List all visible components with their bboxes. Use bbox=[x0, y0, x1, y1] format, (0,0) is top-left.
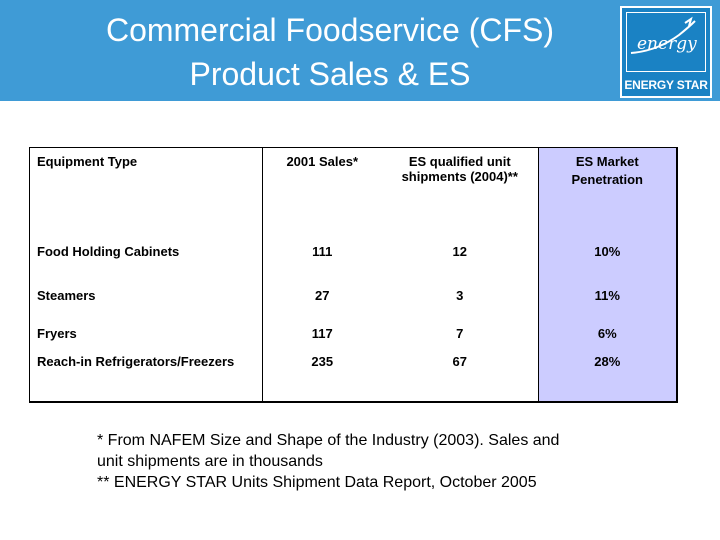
svg-text:energy: energy bbox=[637, 34, 697, 54]
cell-equipment: Reach-in Refrigerators/Freezers bbox=[37, 354, 235, 369]
cell-sales: 111 bbox=[261, 236, 382, 284]
header-equipment-type: Equipment Type bbox=[37, 154, 138, 169]
cell-sales: 117 bbox=[261, 326, 382, 352]
energy-star-emblem-icon: energy bbox=[626, 12, 706, 72]
table-row: Fryers 117 7 6% bbox=[30, 326, 676, 352]
cell-shipments: 7 bbox=[456, 326, 464, 341]
slide-title: Commercial Foodservice (CFS) Product Sal… bbox=[50, 8, 610, 96]
cell-penetration: 6% bbox=[537, 326, 676, 352]
energy-star-logo-text: ENERGY STAR bbox=[624, 78, 708, 92]
header-es-market-penetration: ES Market Penetration bbox=[537, 148, 676, 236]
cell-penetration: 11% bbox=[537, 284, 676, 326]
cell-equipment: Steamers bbox=[37, 288, 96, 303]
table-row: Steamers 27 3 11% bbox=[30, 284, 676, 326]
cell-penetration: 10% bbox=[537, 236, 676, 284]
cell-shipments: 3 bbox=[456, 288, 464, 303]
sales-table: Equipment Type 2001 Sales* ES qualified … bbox=[29, 147, 678, 403]
title-line-2: Product Sales & ES bbox=[189, 56, 471, 92]
cell-sales: 235 bbox=[261, 352, 382, 401]
table-header-row: Equipment Type 2001 Sales* ES qualified … bbox=[30, 148, 676, 236]
footnote-line-3: ** ENERGY STAR Units Shipment Data Repor… bbox=[97, 474, 537, 491]
footnote-line-1: * From NAFEM Size and Shape of the Indus… bbox=[97, 432, 560, 449]
title-banner: Commercial Foodservice (CFS) Product Sal… bbox=[0, 0, 720, 101]
footnote-line-2: unit shipments are in thousands bbox=[97, 453, 323, 470]
footnotes: * From NAFEM Size and Shape of the Indus… bbox=[97, 430, 657, 493]
header-es-shipments: ES qualified unit shipments (2004)** bbox=[401, 154, 518, 184]
energy-star-logo: energy ENERGY STAR bbox=[620, 6, 712, 98]
header-2001-sales: 2001 Sales* bbox=[261, 148, 382, 236]
cell-sales: 27 bbox=[261, 284, 382, 326]
cell-equipment: Fryers bbox=[37, 326, 77, 341]
cell-equipment: Food Holding Cabinets bbox=[37, 244, 180, 259]
table-row: Food Holding Cabinets 111 12 10% bbox=[30, 236, 676, 284]
title-line-1: Commercial Foodservice (CFS) bbox=[105, 12, 555, 48]
cell-shipments: 67 bbox=[452, 354, 467, 369]
table-row: Reach-in Refrigerators/Freezers 235 67 2… bbox=[30, 352, 676, 401]
cell-shipments: 12 bbox=[452, 244, 467, 259]
cell-penetration: 28% bbox=[537, 352, 676, 401]
